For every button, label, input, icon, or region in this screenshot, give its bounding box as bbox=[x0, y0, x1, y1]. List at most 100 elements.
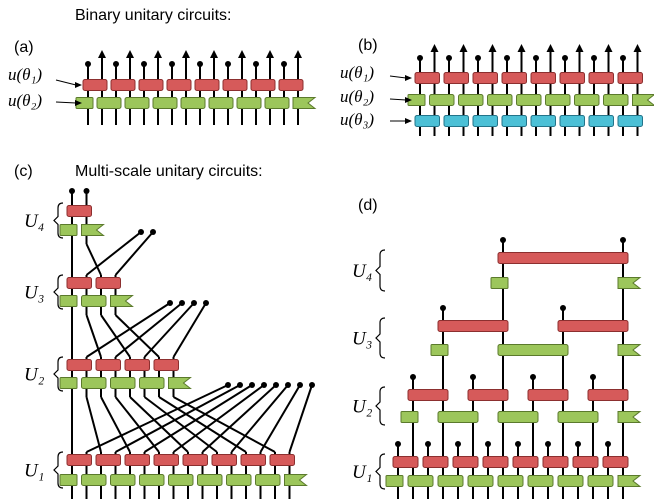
gate bbox=[497, 475, 524, 487]
gate bbox=[180, 97, 206, 109]
gate bbox=[588, 72, 614, 84]
wire bbox=[143, 384, 253, 453]
gate bbox=[269, 454, 295, 466]
arrow-head bbox=[294, 50, 302, 58]
gate bbox=[602, 456, 629, 468]
gate bbox=[501, 115, 527, 127]
wire bbox=[85, 302, 171, 358]
dot bbox=[169, 61, 175, 67]
wire bbox=[173, 396, 276, 453]
dot bbox=[83, 188, 90, 194]
brace bbox=[375, 249, 386, 292]
dot bbox=[237, 382, 243, 388]
gate bbox=[194, 79, 220, 91]
gate bbox=[557, 411, 599, 423]
gate bbox=[497, 344, 569, 356]
arrow-head bbox=[266, 50, 274, 58]
wire bbox=[288, 384, 313, 453]
gate bbox=[124, 454, 150, 466]
arrow-head bbox=[154, 50, 162, 58]
gate-edge bbox=[430, 344, 449, 356]
gate-edge bbox=[292, 97, 317, 109]
wire bbox=[100, 314, 131, 358]
dot bbox=[446, 55, 452, 61]
gate-label: u(θ₂) bbox=[340, 87, 374, 106]
dot bbox=[417, 55, 423, 61]
gate bbox=[197, 474, 223, 486]
gate bbox=[95, 277, 121, 289]
dot bbox=[113, 61, 119, 67]
gate bbox=[467, 475, 494, 487]
gate bbox=[587, 475, 614, 487]
gate bbox=[557, 475, 584, 487]
dot bbox=[150, 229, 156, 235]
gate bbox=[603, 94, 629, 106]
dot bbox=[309, 382, 315, 388]
gate bbox=[66, 277, 92, 289]
gate bbox=[482, 456, 509, 468]
scale-label: U₃ bbox=[24, 282, 44, 303]
scale-label: U₁ bbox=[352, 462, 372, 483]
gate bbox=[443, 72, 469, 84]
dot bbox=[197, 61, 203, 67]
wire bbox=[114, 231, 154, 276]
dot bbox=[85, 61, 91, 67]
wire bbox=[172, 302, 207, 358]
dot bbox=[500, 237, 506, 243]
dot bbox=[225, 382, 231, 388]
gate bbox=[530, 115, 556, 127]
gate bbox=[497, 252, 629, 264]
gate bbox=[110, 474, 136, 486]
gate-edge bbox=[59, 377, 78, 389]
gate-edge bbox=[81, 224, 105, 236]
scale-label: U₂ bbox=[24, 364, 45, 385]
gate bbox=[512, 456, 539, 468]
gate bbox=[66, 454, 92, 466]
gate bbox=[422, 456, 449, 468]
wire bbox=[85, 314, 102, 358]
arrow-head bbox=[546, 44, 555, 52]
gate-label: u(θ₃) bbox=[340, 110, 374, 129]
gate-edge bbox=[59, 295, 78, 307]
dot bbox=[530, 374, 536, 380]
gate bbox=[588, 115, 614, 127]
dot bbox=[273, 382, 279, 388]
scale-label: U₄ bbox=[24, 211, 44, 232]
gate bbox=[96, 97, 122, 109]
dot bbox=[191, 300, 197, 306]
gate bbox=[452, 456, 479, 468]
gate bbox=[429, 94, 455, 106]
dot bbox=[440, 305, 446, 311]
arrow-head bbox=[488, 44, 497, 52]
gate bbox=[487, 94, 513, 106]
gate bbox=[617, 115, 643, 127]
gate-edge bbox=[617, 277, 642, 289]
scale-label: U₁ bbox=[24, 460, 44, 481]
pointer bbox=[389, 98, 407, 101]
gate bbox=[139, 377, 165, 389]
gate bbox=[222, 79, 248, 91]
gate bbox=[81, 377, 107, 389]
gate-edge bbox=[284, 474, 308, 486]
dot bbox=[285, 382, 291, 388]
gate bbox=[527, 475, 554, 487]
wire bbox=[129, 396, 189, 453]
gate bbox=[617, 72, 643, 84]
dot bbox=[281, 61, 287, 67]
gate bbox=[81, 474, 107, 486]
gate-label: u(θ₂) bbox=[8, 91, 42, 110]
dot bbox=[470, 374, 476, 380]
dot bbox=[410, 374, 416, 380]
wire bbox=[158, 396, 247, 453]
dot bbox=[225, 61, 231, 67]
brace bbox=[375, 317, 386, 359]
pointer bbox=[389, 75, 407, 79]
gate-edge bbox=[617, 344, 642, 356]
dot bbox=[504, 55, 510, 61]
scale-label: U₂ bbox=[352, 396, 373, 417]
gate bbox=[414, 72, 440, 84]
dot bbox=[261, 382, 267, 388]
dot bbox=[591, 55, 597, 61]
gate bbox=[392, 456, 419, 468]
